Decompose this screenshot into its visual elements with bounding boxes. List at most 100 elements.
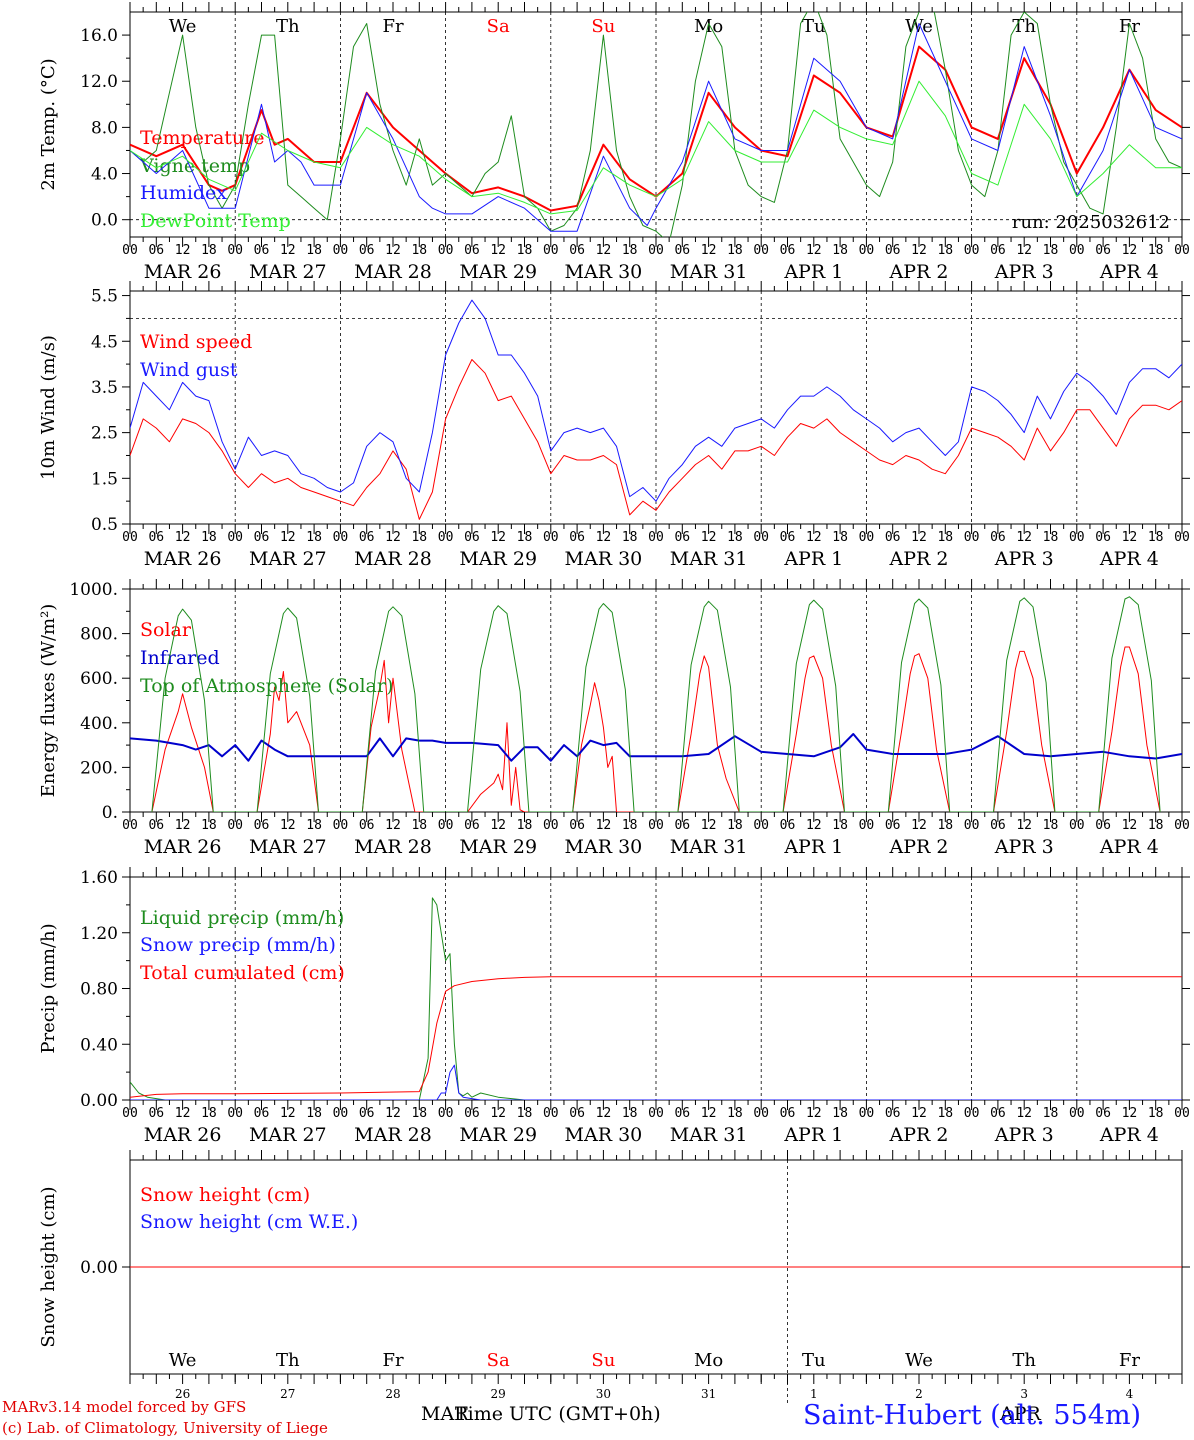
y-axis-label: 2m Temp. (°C) [38,58,59,190]
x-date-label: MAR 26 [144,1124,222,1146]
x-hour-label: 12 [596,243,612,258]
x-hour-label: 18 [832,1106,848,1121]
day-of-week-label: Fr [382,1350,403,1371]
x-hour-label: 06 [569,530,585,545]
x-hour-label: 12 [385,530,401,545]
x-hour-label: 00 [753,530,769,545]
x-hour-label: 06 [990,530,1006,545]
x-hour-label: 00 [333,818,349,833]
x-hour-label: 12 [1122,1106,1138,1121]
x-hour-label: 00 [859,1106,875,1121]
x-hour-label: 06 [1095,1106,1111,1121]
x-date-label: MAR 28 [354,548,432,570]
x-date-label: MAR 26 [144,548,222,570]
legend-entry: Humidex [140,182,227,204]
day-of-week-label: Tu [802,16,826,37]
x-hour-label: 00 [648,818,664,833]
x-date-label: APR 1 [783,836,843,858]
x-hour-label: 18 [937,818,953,833]
panel-4: 1.60 1.20 0.80 0.40 0.00 Precip (mm/h) 00 06 12 1… [38,867,1190,1146]
x-hour-label: 18 [201,530,217,545]
x-hour-label: 06 [1095,243,1111,258]
x-date-label: APR 1 [783,261,843,283]
x-hour-label: 06 [569,818,585,833]
x-hour-label: 18 [517,243,533,258]
x-hour-label: 06 [1095,530,1111,545]
y-tick-label: 8.0 [91,118,118,138]
day-of-week-label: Fr [382,16,403,37]
legend-entry: Snow height (cm) [140,1184,310,1206]
x-hour-label: 06 [780,818,796,833]
x-hour-label: 06 [674,1106,690,1121]
x-hour-label: 12 [385,243,401,258]
month-label-apr: APR [1000,1403,1041,1425]
x-date-label: MAR 26 [144,261,222,283]
legend-entry: Solar [140,619,192,641]
y-tick-label: 0.80 [80,980,118,1000]
y-tick-label: 1000. [69,580,118,600]
x-hour-label: 00 [122,1106,138,1121]
series-line-2 [130,1064,1182,1100]
x-date-label: MAR 27 [249,261,327,283]
x-hour-label: 06 [148,530,164,545]
model-credit: MARv3.14 model forced by GFS [2,1398,247,1416]
x-hour-label: 12 [806,243,822,258]
y-axis-label: 10m Wind (m/s) [38,335,59,480]
y-tick-label: 200. [80,758,118,778]
series-line-2 [130,733,1182,762]
x-hour-label: 12 [596,818,612,833]
legend-entry: Top of Atmosphere (Solar) [140,675,393,697]
x-hour-label: 00 [1174,1106,1190,1121]
x-hour-label: 00 [543,530,559,545]
x-hour-label: 12 [280,530,296,545]
x-date-label: MAR 30 [565,836,643,858]
x-date-label: APR 1 [783,1124,843,1146]
x-hour-label: 00 [859,818,875,833]
x-date-label: APR 4 [1099,1124,1159,1146]
x-hour-label: 18 [411,818,427,833]
x-hour-label: 18 [517,530,533,545]
month-label-mar: MAR [421,1403,469,1425]
x-hour-label: 06 [885,1106,901,1121]
x-date-label: MAR 30 [565,548,643,570]
x-hour-label: 12 [280,243,296,258]
series-line-1 [130,897,1182,1100]
x-hour-label: 12 [175,243,191,258]
legend-entry: Wind speed [140,331,252,353]
x-hour-label: 12 [1016,818,1032,833]
day-number-label: 1 [810,1387,818,1401]
x-hour-label: 18 [306,818,322,833]
y-tick-label: 0.00 [80,1258,118,1278]
x-hour-label: 06 [885,530,901,545]
day-of-week-label: Th [276,16,300,37]
x-hour-label: 12 [1122,530,1138,545]
panel-3: 1000. 800. 600. 400. 200. 0. Energy fluxes (W/… [38,579,1190,858]
x-hour-label: 18 [832,243,848,258]
x-hour-label: 00 [227,818,243,833]
x-hour-label: 18 [1148,818,1164,833]
x-date-label: MAR 27 [249,548,327,570]
x-hour-label: 06 [464,530,480,545]
day-of-week-label: Mo [694,1350,723,1371]
x-hour-label: 00 [227,243,243,258]
x-hour-label: 18 [1043,818,1059,833]
x-hour-label: 12 [280,818,296,833]
x-hour-label: 06 [359,530,375,545]
x-hour-label: 18 [201,1106,217,1121]
x-hour-label: 06 [885,818,901,833]
day-of-week-label: Th [1012,1350,1036,1371]
x-hour-label: 06 [990,1106,1006,1121]
x-hour-label: 00 [333,1106,349,1121]
x-hour-label: 12 [911,818,927,833]
x-date-label: MAR 27 [249,1124,327,1146]
x-date-label: APR 1 [783,548,843,570]
time-axis-title: Time UTC (GMT+0h) [455,1403,661,1425]
day-of-week-label: We [905,1350,933,1371]
y-axis-label: Precip (mm/h) [38,923,59,1053]
x-date-label: MAR 26 [144,836,222,858]
y-tick-label: 800. [80,625,118,645]
panel-frame [129,11,1183,238]
x-hour-label: 12 [280,1106,296,1121]
x-hour-label: 18 [306,530,322,545]
x-hour-label: 06 [254,530,270,545]
